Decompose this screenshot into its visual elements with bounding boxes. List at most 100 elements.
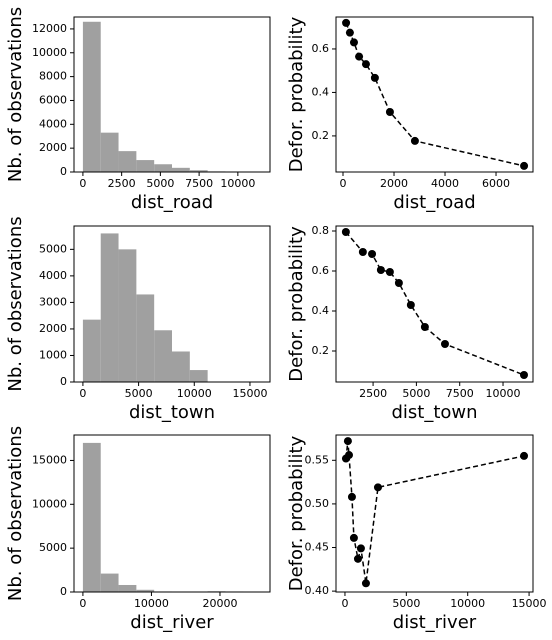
x-tick-label: 10000 [220, 177, 255, 190]
y-tick-label: 5000 [39, 242, 67, 255]
line [345, 22, 525, 167]
y-tick-label: 0.8 [312, 224, 330, 237]
y-tick-label: 0.45 [305, 541, 330, 554]
marker [385, 108, 394, 116]
marker [520, 451, 529, 460]
marker [361, 579, 370, 588]
hist-bar [189, 370, 208, 382]
y-axis-label: Defor. probability [286, 226, 307, 382]
y-tick-label: 2000 [39, 322, 67, 335]
x-axis-label: dist_road [131, 192, 213, 213]
hist-bar [100, 573, 119, 592]
x-tick-label: 0 [79, 387, 86, 400]
x-tick-label: 0 [79, 177, 86, 190]
y-tick-label: 0.6 [312, 42, 330, 55]
x-tick-label: 0 [79, 597, 86, 610]
x-tick-label: 10000 [134, 597, 169, 610]
y-axis-label: Nb. of observations [5, 426, 26, 601]
x-tick-label: 2500 [108, 177, 136, 190]
x-tick-label: 0 [340, 177, 347, 190]
marker [420, 323, 429, 331]
hist-bar [82, 21, 101, 173]
x-axis-label: dist_road [393, 192, 475, 213]
hist-bar [118, 584, 137, 592]
y-tick-label: 15000 [32, 453, 67, 466]
x-tick-label: 5000 [392, 597, 420, 610]
marker [376, 266, 385, 274]
y-tick-label: 0.4 [312, 304, 330, 317]
axes-frame [335, 434, 534, 593]
hist-bar [82, 442, 101, 592]
marker [520, 161, 529, 170]
marker [361, 60, 370, 69]
marker [368, 250, 377, 258]
x-tick-label: 4000 [431, 177, 459, 190]
marker [385, 268, 394, 276]
hist-bar [100, 233, 119, 382]
y-tick-label: 0.50 [305, 497, 330, 510]
y-tick-label: 0 [60, 585, 67, 598]
y-tick-label: 10000 [32, 46, 67, 59]
hist-bar [118, 249, 137, 382]
x-tick-label: 6000 [482, 177, 510, 190]
x-tick-label: 5000 [146, 177, 174, 190]
y-axis-label: Defor. probability [286, 16, 307, 172]
marker [394, 279, 403, 287]
hist-bar [154, 330, 172, 382]
marker [349, 38, 358, 47]
hist-bar [136, 294, 155, 382]
x-tick-label: 2000 [380, 177, 408, 190]
hist-bar [136, 160, 155, 172]
marker [406, 301, 415, 309]
x-tick-label: 15000 [232, 387, 267, 400]
marker [373, 483, 382, 492]
y-tick-label: 1000 [39, 348, 67, 361]
marker [345, 28, 354, 37]
x-tick-label: 10000 [486, 387, 521, 400]
y-axis-label: Nb. of observations [5, 216, 26, 391]
marker [342, 18, 351, 27]
x-tick-label: 7500 [185, 177, 213, 190]
x-axis-label: dist_river [393, 612, 477, 633]
y-tick-label: 5000 [39, 541, 67, 554]
x-tick-label: 20000 [202, 597, 237, 610]
y-axis-label: Nb. of observations [5, 7, 26, 182]
x-axis-label: dist_town [391, 402, 477, 423]
axes-frame [335, 225, 534, 383]
y-tick-label: 0 [60, 165, 67, 178]
hist-bar [172, 351, 190, 382]
y-tick-label: 10000 [32, 497, 67, 510]
marker [356, 544, 365, 553]
y-tick-label: 2000 [39, 141, 67, 154]
y-tick-label: 0.2 [312, 344, 330, 357]
y-tick-label: 4000 [39, 269, 67, 282]
y-tick-label: 0.4 [312, 85, 330, 98]
hist-bar [172, 167, 190, 172]
y-axis-label: Defor. probability [286, 435, 307, 591]
x-tick-label: 5000 [402, 387, 430, 400]
hist-bar [154, 164, 172, 172]
y-tick-label: 0.6 [312, 264, 330, 277]
hist-bar [136, 589, 155, 592]
marker [349, 533, 358, 542]
marker [519, 371, 528, 379]
marker [345, 451, 354, 460]
y-tick-label: 0 [60, 375, 67, 388]
x-axis-label: dist_town [129, 402, 215, 423]
axes-frame [73, 225, 271, 383]
x-tick-label: 7500 [446, 387, 474, 400]
hist-bar [100, 132, 119, 172]
hist-bar [189, 170, 208, 172]
marker [355, 52, 364, 61]
marker [347, 492, 356, 501]
y-tick-label: 12000 [32, 22, 67, 35]
x-tick-label: 15000 [512, 597, 547, 610]
line [345, 441, 525, 584]
marker [410, 136, 419, 145]
x-tick-label: 5000 [125, 387, 153, 400]
x-tick-label: 2500 [359, 387, 387, 400]
marker [358, 248, 367, 256]
y-tick-label: 0.2 [312, 129, 330, 142]
marker [341, 228, 350, 236]
